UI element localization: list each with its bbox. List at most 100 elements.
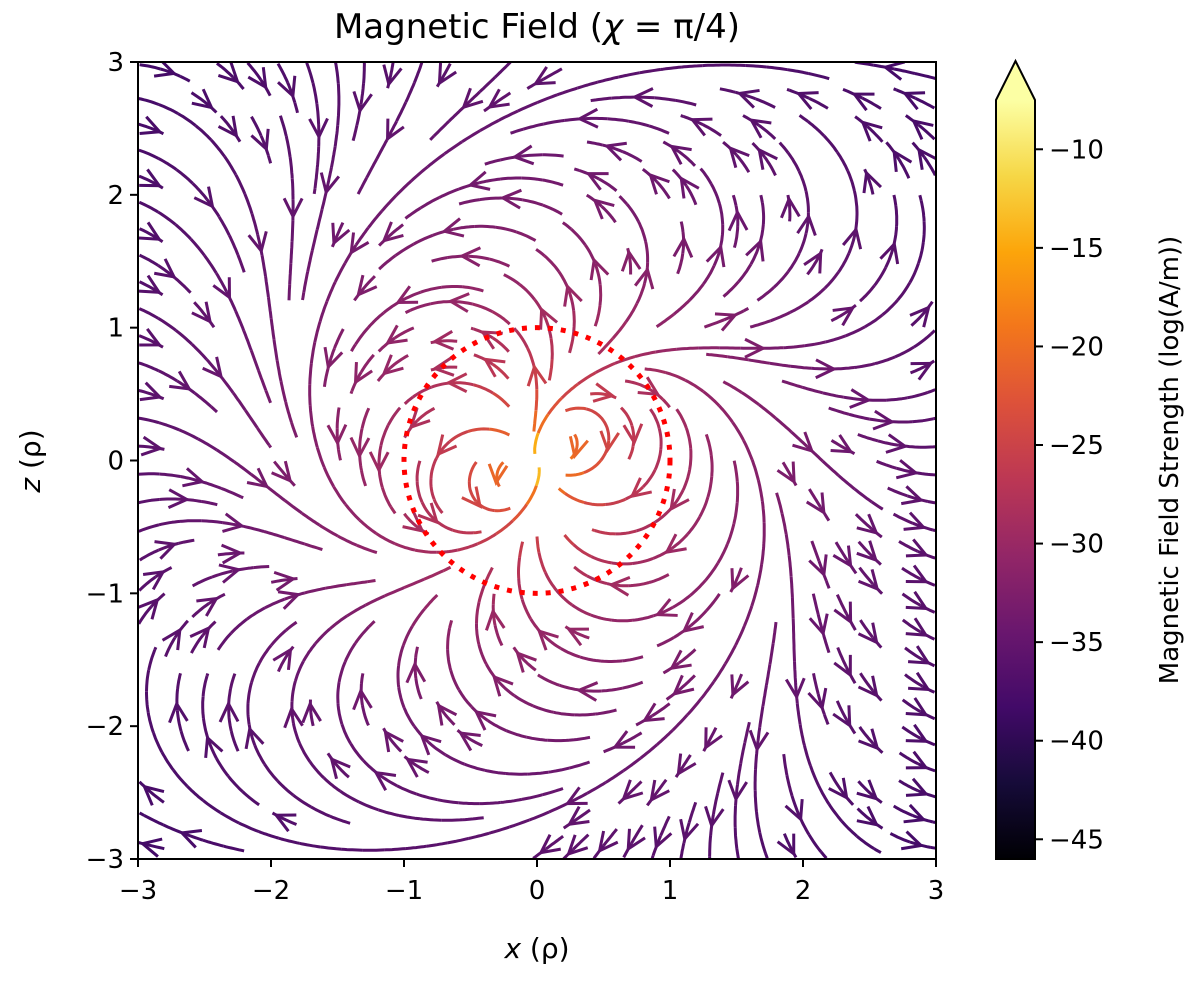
streamline-segment xyxy=(886,398,907,400)
streamline-segment xyxy=(252,663,260,683)
streamline-segment xyxy=(928,390,935,393)
streamline-segment xyxy=(218,633,231,650)
streamline-arrow xyxy=(569,807,589,825)
streamline-segment xyxy=(737,848,739,858)
streamline-segment xyxy=(718,544,728,563)
streamline-segment xyxy=(760,706,763,727)
streamline-segment xyxy=(791,576,792,597)
streamline-segment xyxy=(800,115,809,121)
streamline-segment xyxy=(493,338,509,352)
streamline-segment xyxy=(612,97,633,98)
streamline-segment xyxy=(493,393,509,407)
streamline-segment xyxy=(607,119,628,121)
streamline xyxy=(856,514,882,537)
streamline-segment xyxy=(858,435,878,441)
streamline-segment xyxy=(427,843,448,846)
streamline-segment xyxy=(139,202,158,212)
streamline-segment xyxy=(838,648,847,668)
x-tick-label: −2 xyxy=(252,876,290,906)
streamline-segment xyxy=(485,770,506,773)
streamline-segment xyxy=(139,607,152,624)
streamline-segment xyxy=(635,352,656,357)
streamline-segment xyxy=(800,725,804,746)
streamline-segment xyxy=(196,126,212,140)
streamline xyxy=(855,62,936,80)
streamline xyxy=(643,169,670,198)
streamline-segment xyxy=(229,710,232,731)
streamline-segment xyxy=(381,425,388,445)
streamline-segment xyxy=(799,233,806,253)
streamline xyxy=(273,813,297,831)
streamline xyxy=(587,142,642,162)
streamline xyxy=(484,89,510,111)
streamline xyxy=(903,592,935,613)
y-tick-label: −1 xyxy=(86,579,124,609)
streamline-segment xyxy=(414,235,433,244)
streamline-segment xyxy=(458,803,479,804)
streamline-segment xyxy=(274,339,277,360)
streamline-segment xyxy=(417,482,422,503)
streamline-segment xyxy=(436,550,457,552)
streamline-segment xyxy=(605,499,625,504)
streamline-segment xyxy=(711,455,712,476)
streamline-segment xyxy=(362,408,369,428)
streamline-segment xyxy=(563,223,571,230)
streamline-segment xyxy=(799,171,806,191)
streamline-segment xyxy=(236,175,245,194)
streamline-segment xyxy=(140,255,159,265)
streamline-segment xyxy=(488,721,507,731)
streamline xyxy=(564,835,589,859)
streamline-segment xyxy=(395,328,414,338)
streamline-segment xyxy=(336,62,339,83)
streamline-segment xyxy=(837,595,846,614)
streamline-segment xyxy=(506,774,527,775)
streamline-segment xyxy=(391,355,409,367)
streamline-segment xyxy=(313,427,318,448)
streamline-segment xyxy=(536,249,544,256)
streamline-segment xyxy=(549,359,552,380)
streamline-arrow xyxy=(490,89,510,107)
streamline-segment xyxy=(479,179,500,183)
streamline-segment xyxy=(774,272,788,288)
streamline-segment xyxy=(320,525,338,536)
streamline-segment xyxy=(324,369,328,387)
streamline-segment xyxy=(245,194,252,214)
streamline-segment xyxy=(317,209,322,230)
streamline-segment xyxy=(574,714,595,715)
streamline-segment xyxy=(334,487,346,505)
streamline-segment xyxy=(865,315,883,327)
streamline xyxy=(139,169,163,188)
streamline-segment xyxy=(499,111,518,120)
streamline-segment xyxy=(310,762,324,778)
streamline-segment xyxy=(920,195,921,200)
streamline-segment xyxy=(291,242,292,263)
streamline xyxy=(676,754,696,778)
streamline-segment xyxy=(543,789,563,795)
streamline-segment xyxy=(465,764,485,770)
streamline-segment xyxy=(639,70,660,73)
streamline-segment xyxy=(673,595,691,607)
streamline-segment xyxy=(596,363,615,372)
streamline-segment xyxy=(571,229,585,245)
streamline xyxy=(647,780,669,806)
x-tick-label: 0 xyxy=(529,876,546,906)
streamline-segment xyxy=(480,802,501,803)
streamline-segment xyxy=(793,619,794,640)
streamline-segment xyxy=(538,675,540,676)
streamline-segment xyxy=(415,550,436,552)
streamline-segment xyxy=(361,355,374,372)
streamline-segment xyxy=(782,513,786,534)
streamline-segment xyxy=(221,488,241,496)
streamline-segment xyxy=(561,648,580,657)
streamline xyxy=(403,513,429,534)
streamline-segment xyxy=(310,384,311,405)
streamline-segment xyxy=(788,70,809,74)
streamline xyxy=(781,195,799,221)
streamline-segment xyxy=(425,595,438,609)
y-tick-label: −2 xyxy=(86,712,124,742)
streamline-segment xyxy=(313,83,317,104)
streamline-segment xyxy=(814,673,819,694)
streamline-segment xyxy=(514,328,516,330)
streamline-segment xyxy=(266,390,271,402)
